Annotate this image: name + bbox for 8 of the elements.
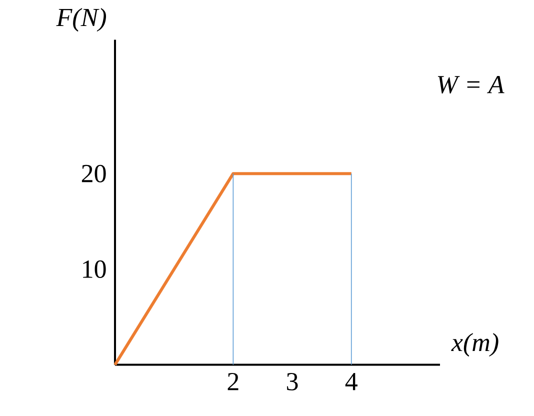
x-tick-label: 2: [228, 373, 238, 390]
x-axis-title: x(m): [451, 333, 498, 357]
y-tick-label: 20: [82, 164, 106, 182]
y-axis-title: F(N): [56, 8, 106, 32]
annotation: W = A: [438, 76, 504, 94]
x-tick-label: 3: [287, 373, 298, 391]
x-tick-label: 4: [345, 373, 358, 390]
y-tick-label: 10: [83, 260, 106, 278]
